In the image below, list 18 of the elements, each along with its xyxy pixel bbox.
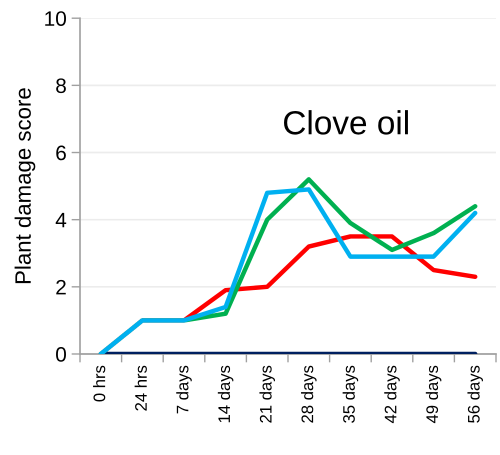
x-tick-label: 21 days <box>259 366 275 423</box>
x-tick-label: 7 days <box>176 366 192 414</box>
x-tick-label: 35 days <box>342 366 358 423</box>
x-tick-label: 0 hrs <box>93 366 106 402</box>
x-tick-label: 28 days <box>301 366 317 423</box>
y-tick-label: 6 <box>56 146 66 160</box>
x-tick-label: 14 days <box>218 366 234 422</box>
y-tick-label: 10 <box>45 11 66 26</box>
y-tick-label: 4 <box>56 212 66 228</box>
x-tick-label: 56 days <box>467 366 483 423</box>
y-tick-label: 0 <box>56 346 66 362</box>
y-axis-title: Plant damage score <box>14 88 36 284</box>
x-tick-label: 49 days <box>426 366 442 424</box>
y-tick-label: 2 <box>56 280 66 294</box>
x-tick-label: 24 hrs <box>134 366 147 411</box>
y-tick-label: 8 <box>56 78 66 94</box>
x-tick-label: 42 days <box>384 366 400 424</box>
text: Clove oil <box>284 110 408 135</box>
